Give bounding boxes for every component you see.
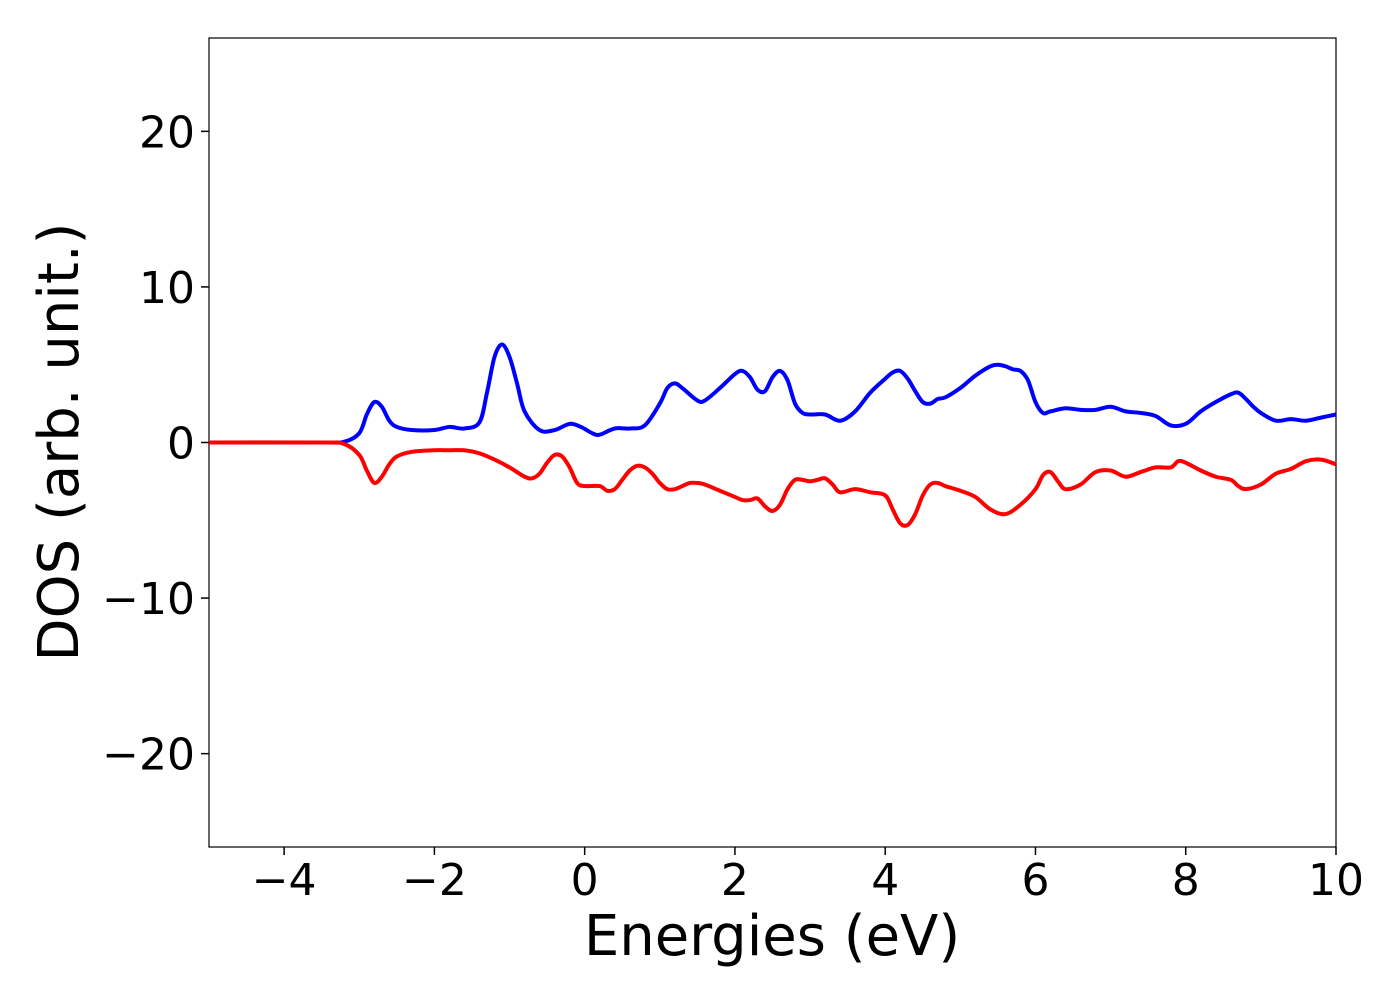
series-line-1: [208, 342, 1337, 445]
y-axis-ticks: 20 10 0 −10 −20: [102, 107, 209, 781]
x-tick-label: 0: [571, 855, 599, 906]
x-tick-label: 10: [1308, 855, 1364, 906]
x-tick-label: −4: [252, 855, 317, 906]
series-layer: [208, 342, 1337, 528]
y-tick-label: 0: [167, 419, 195, 470]
y-tick-label: −20: [102, 730, 195, 781]
x-tick-label: 8: [1172, 855, 1200, 906]
x-axis-title: Energies (eV): [584, 904, 960, 969]
x-tick-label: −2: [402, 855, 467, 906]
x-tick-label: 4: [871, 855, 899, 906]
y-tick-label: −10: [102, 574, 195, 625]
series-line-2: [208, 440, 1337, 528]
plot-area: [208, 37, 1337, 848]
y-tick-label: 20: [139, 107, 195, 158]
y-tick-label: 10: [139, 263, 195, 314]
x-axis-ticks: −4 −2 0 2 4 6 8 10: [252, 847, 1364, 906]
x-tick-label: 2: [721, 855, 749, 906]
y-axis-title: DOS (arb. unit.): [27, 222, 92, 661]
x-tick-label: 6: [1021, 855, 1049, 906]
